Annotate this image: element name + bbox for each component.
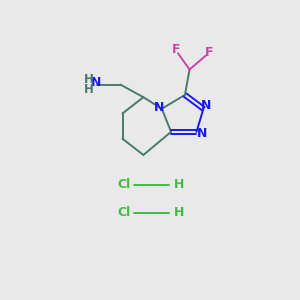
Text: F: F	[205, 46, 213, 59]
Text: Cl: Cl	[117, 178, 130, 191]
Text: N: N	[154, 100, 165, 114]
Text: N: N	[91, 76, 101, 89]
Text: H: H	[83, 74, 93, 86]
Text: N: N	[200, 100, 211, 112]
Text: H: H	[174, 206, 184, 219]
Text: Cl: Cl	[117, 206, 130, 219]
Text: N: N	[196, 127, 207, 140]
Text: H: H	[174, 178, 184, 191]
Text: H: H	[83, 82, 93, 96]
Text: F: F	[172, 44, 180, 56]
